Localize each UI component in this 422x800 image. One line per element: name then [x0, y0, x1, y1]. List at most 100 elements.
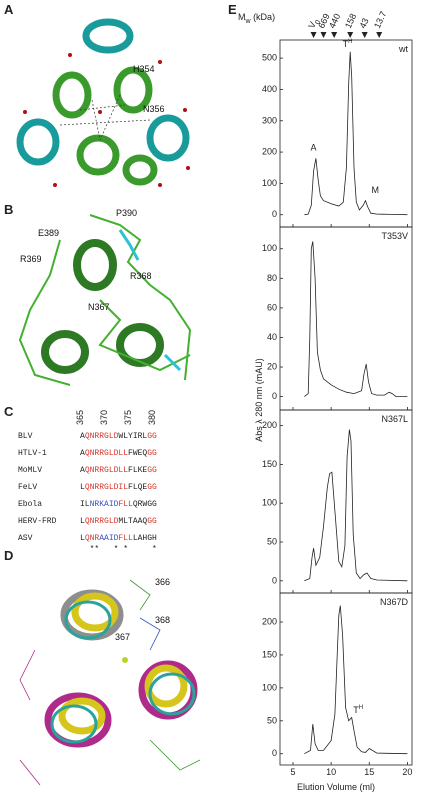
plot-frame [279, 226, 413, 411]
panel-d: D 366 368 367 [4, 548, 201, 786]
residues: QRWGG [133, 500, 157, 509]
panel-title: wt [398, 44, 408, 54]
annotation-text: M [372, 185, 380, 195]
residue-number: 370 [99, 410, 109, 425]
residue-label: R369 [20, 254, 42, 264]
y-tick-label: 60 [267, 302, 277, 312]
residues: L [80, 483, 85, 492]
y-tick-label: 150 [262, 459, 277, 469]
sequence: LQNRAAIDFLLLAHGH [80, 534, 157, 543]
residue-label: N356 [143, 104, 165, 114]
mw-sub: w [245, 18, 252, 25]
residues: QNRRGLDLL [85, 449, 128, 458]
annotation: A [311, 143, 317, 153]
sequence: AQNRRGLDLLFLKEGG [80, 466, 157, 475]
residue-label: 366 [155, 577, 170, 587]
y-tick-label: 40 [267, 332, 277, 342]
x-tick-label: 15 [364, 767, 374, 777]
annotation-sup: H [348, 39, 352, 45]
panel-title: N367L [381, 414, 408, 424]
panel-title: T353V [381, 231, 408, 241]
species-name: HERV-FRD [18, 517, 57, 526]
residue-label: 368 [155, 615, 170, 625]
y-tick-label: 200 [262, 617, 277, 627]
residues: FLQE [128, 483, 147, 492]
y-tick-label: 50 [267, 715, 277, 725]
panel-letter: A [4, 2, 14, 17]
plot-frame [279, 592, 413, 766]
x-tick-label: 20 [402, 767, 412, 777]
chromatogram [304, 51, 408, 216]
y-axis-label: Abs λ 280 nm (mAU) [254, 358, 264, 442]
residues: QNRRGLD [85, 517, 119, 526]
annotation-text: T [343, 39, 349, 49]
chromatogram-panel: T353V 0 20 40 60 80 100 [262, 226, 413, 411]
calibration-marker [376, 32, 383, 38]
waters [23, 53, 190, 187]
y-tick-label: 150 [262, 649, 277, 659]
annotation-text: A [311, 143, 317, 153]
residues: FLKE [128, 466, 147, 475]
y-tick-label: 300 [262, 115, 277, 125]
annotation-text: T [353, 705, 359, 715]
y-tick-label: 100 [262, 682, 277, 692]
panel-a: A H354 N356 [4, 2, 190, 187]
mw-main: M [238, 12, 246, 22]
calibration-text: 43 [357, 17, 370, 30]
calibration-label: 43 [357, 17, 370, 30]
residue-number: 375 [123, 410, 133, 425]
panel-letter: D [4, 548, 13, 563]
conservation: ** * * * [80, 545, 157, 554]
panel-letter: C [4, 404, 14, 419]
residues: GG [147, 466, 157, 475]
helices [44, 589, 198, 748]
species-name: MoMLV [18, 466, 42, 475]
y-tick-label: 200 [262, 420, 277, 430]
calibration-marker [310, 32, 317, 38]
ion [122, 657, 128, 663]
residues: GG [147, 483, 157, 492]
residues: MLTAAQ [118, 517, 147, 526]
annotation: TH [353, 705, 363, 715]
mw-rest: (kDa) [251, 12, 276, 22]
y-tick-label: 100 [262, 178, 277, 188]
residues: GG [147, 517, 157, 526]
species-name: BLV [18, 432, 33, 441]
residues: QNRRGLDIL [85, 483, 128, 492]
x-axis-label: Elution Volume (ml) [297, 782, 375, 792]
sequence: LQNRRGLDMLTAAQGG [80, 517, 157, 526]
y-tick-label: 0 [272, 391, 277, 401]
y-tick-label: 500 [262, 53, 277, 63]
residues: AAID [99, 534, 118, 543]
mw-axis-title: Mw (kDa) [238, 12, 275, 25]
species-name: HTLV-1 [18, 449, 47, 458]
y-tick-label: 100 [262, 498, 277, 508]
x-tick-label: 5 [290, 767, 295, 777]
residue-label: R368 [130, 271, 152, 281]
residues: L [80, 517, 85, 526]
plot-frame [279, 39, 413, 228]
residue-label: N367 [88, 302, 110, 312]
calibration-text: 13.7 [372, 10, 388, 30]
residues: GG [147, 432, 157, 441]
sequence: LQNRRGLDILFLQEGG [80, 483, 157, 492]
sequence: AQNRRGLDLLFWEQGG [80, 449, 157, 458]
residue-label: P390 [116, 208, 137, 218]
y-tick-label: 80 [267, 273, 277, 283]
residues: IL [80, 500, 90, 509]
residues: GG [147, 449, 157, 458]
residues: FLL [118, 500, 133, 509]
y-tick-label: 200 [262, 147, 277, 157]
residues: A [80, 466, 85, 475]
y-tick-label: 0 [272, 209, 277, 219]
residue-label: E389 [38, 228, 59, 238]
y-tick-label: 400 [262, 84, 277, 94]
residue-label: 367 [115, 632, 130, 642]
residues: QNR [85, 534, 100, 543]
residues: NRKAID [90, 500, 119, 509]
species-name: FeLV [18, 483, 37, 492]
residues: A [80, 432, 85, 441]
chromatogram-panel: N367L 0 50 100 150 200 [262, 409, 413, 594]
